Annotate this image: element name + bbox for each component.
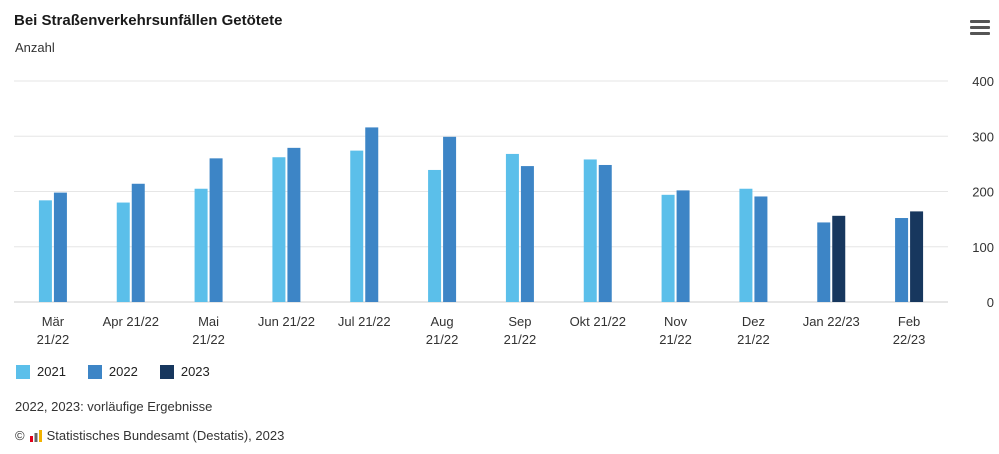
- x-tick-label: 21/22: [192, 332, 225, 347]
- bar-2022-1[interactable]: [131, 183, 145, 302]
- bar-2023-10[interactable]: [832, 215, 846, 302]
- x-tick-label: Mai: [198, 314, 219, 329]
- x-tick-label: 21/22: [37, 332, 70, 347]
- bar-2021-7[interactable]: [583, 159, 597, 302]
- bar-2022-9[interactable]: [754, 196, 768, 302]
- credits-text: Statistisches Bundesamt (Destatis), 2023: [46, 428, 285, 443]
- y-axis-tick-labels: 0 100 200 300 400: [972, 74, 994, 310]
- x-tick-label: Nov: [664, 314, 688, 329]
- x-tick-label: Jun 21/22: [258, 314, 315, 329]
- credits: © Statistisches Bundesamt (Destatis), 20…: [15, 428, 284, 443]
- x-tick-label: 21/22: [504, 332, 537, 347]
- x-tick-label: 21/22: [737, 332, 770, 347]
- x-tick-label: Mär: [42, 314, 65, 329]
- bar-2022-4[interactable]: [365, 127, 379, 302]
- x-tick-label: Feb: [898, 314, 920, 329]
- legend-label-2022: 2022: [108, 364, 138, 379]
- chart-title: Bei Straßenverkehrsunfällen Getötete: [14, 12, 283, 29]
- footnote: 2022, 2023: vorläufige Ergebnisse: [15, 399, 213, 414]
- bar-2021-2[interactable]: [194, 188, 208, 302]
- y-tick-label: 0: [987, 295, 994, 310]
- bar-2021-3[interactable]: [272, 157, 286, 302]
- x-tick-label: 21/22: [659, 332, 692, 347]
- bar-2021-6[interactable]: [505, 153, 519, 302]
- y-tick-label: 400: [972, 74, 994, 89]
- bar-2022-3[interactable]: [287, 147, 301, 302]
- x-tick-label: 22/23: [893, 332, 926, 347]
- x-tick-label: Dez: [742, 314, 765, 329]
- y-tick-label: 100: [972, 240, 994, 255]
- bar-2022-10[interactable]: [817, 222, 831, 302]
- bars: [38, 127, 924, 302]
- chart-subtitle: Anzahl: [15, 40, 55, 55]
- y-tick-label: 300: [972, 129, 994, 144]
- x-tick-label: Apr 21/22: [103, 314, 159, 329]
- x-tick-label: Okt 21/22: [570, 314, 626, 329]
- bar-2021-4[interactable]: [350, 150, 364, 302]
- bar-2022-2[interactable]: [209, 158, 223, 302]
- bar-2022-5[interactable]: [443, 136, 457, 302]
- legend-item-2022[interactable]: 2022: [87, 364, 138, 379]
- bar-2021-8[interactable]: [661, 194, 675, 302]
- legend-item-2023[interactable]: 2023: [159, 364, 210, 379]
- x-axis-tick-labels: Mär 21/22 Apr 21/22 Mai 21/22 Jun 21/22 Jul 21…: [37, 314, 926, 347]
- legend-swatch-2021: [16, 364, 30, 379]
- bar-2022-7[interactable]: [598, 164, 612, 302]
- legend-label-2023: 2023: [180, 364, 210, 379]
- legend: 2021 2022 2023: [16, 364, 210, 379]
- bar-2022-6[interactable]: [520, 166, 534, 302]
- legend-item-2021[interactable]: 2021: [16, 364, 66, 379]
- x-tick-label: Jan 22/23: [803, 314, 860, 329]
- legend-swatch-2022: [87, 364, 102, 379]
- legend-swatch-2023: [159, 364, 174, 379]
- legend-label-2021: 2021: [37, 364, 66, 379]
- destatis-bar-logo-icon: [29, 429, 42, 442]
- grid-lines: [14, 80, 948, 303]
- bar-2023-11[interactable]: [910, 211, 924, 302]
- x-tick-label: Sep: [508, 314, 531, 329]
- copyright-symbol: ©: [15, 428, 25, 443]
- bar-2022-11[interactable]: [895, 218, 909, 302]
- y-tick-label: 200: [972, 185, 994, 200]
- bar-2022-8[interactable]: [676, 190, 690, 302]
- x-tick-label: Aug: [431, 314, 454, 329]
- hamburger-menu-icon[interactable]: [970, 20, 990, 38]
- x-tick-label: Jul 21/22: [338, 314, 391, 329]
- bar-2022-0[interactable]: [53, 192, 67, 302]
- bar-2021-5[interactable]: [428, 169, 442, 302]
- x-tick-label: 21/22: [426, 332, 459, 347]
- bar-2021-9[interactable]: [739, 188, 753, 302]
- bar-2021-1[interactable]: [116, 202, 130, 302]
- bar-2021-0[interactable]: [38, 200, 52, 302]
